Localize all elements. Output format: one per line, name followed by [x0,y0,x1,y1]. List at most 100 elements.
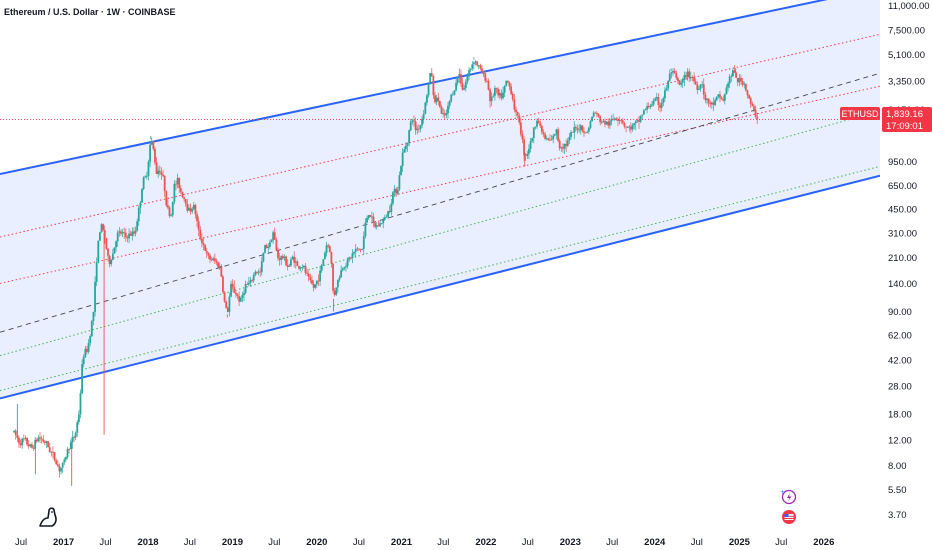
candle [657,93,660,111]
candle [330,251,333,268]
candle [699,84,702,92]
candle-body [40,438,43,440]
candle [58,463,61,478]
price-axis-label: 42.00 [888,356,912,367]
candle-body [620,120,623,121]
candle-body [511,93,514,100]
candle [192,201,195,211]
candle-body [753,106,755,110]
candle-body [646,106,649,110]
candle-body [52,451,54,453]
candle [694,78,697,85]
candle [529,137,532,153]
candle-body [738,77,741,83]
candle [247,276,250,287]
candle-body [31,444,33,448]
candle-body [419,125,422,129]
candle [387,210,389,220]
candle-body [377,225,380,227]
candle-body [472,62,475,65]
candle [477,64,480,70]
candle [196,211,198,228]
candle-body [322,259,325,265]
candle-body [168,207,171,216]
candle [162,169,164,178]
candle-body [562,147,564,149]
candle [704,91,707,104]
candle-body [409,121,412,131]
candle-body [149,144,151,162]
candle [137,205,140,226]
candle-body [21,438,24,446]
candle-body [105,238,108,249]
candle-body [706,98,708,101]
candle-body [641,114,644,116]
candle [571,131,574,133]
candle-body [150,141,153,145]
candle [589,119,592,130]
candle [706,98,708,105]
candle-body [97,240,100,263]
candle-body [647,106,650,108]
candle [134,226,137,237]
candle-body [173,183,176,202]
candle-body [456,76,459,83]
candle-body [414,121,417,131]
candle [366,215,368,223]
candle [537,117,540,124]
candle [144,175,147,179]
price-axis-label: 950.00 [888,157,917,168]
candle-body [626,127,629,128]
price-axis-label: 5,100.00 [888,50,925,61]
candle [275,237,278,251]
candle [230,280,232,298]
candle [225,300,228,309]
tradingview-dino-icon[interactable] [39,507,57,527]
lightning-icon[interactable]: + [780,489,797,505]
time-axis[interactable]: Jul 2017 Jul 2018 Jul 2019 Jul 2020 Jul 2021 Jul 20… [15,537,834,548]
candle [277,247,279,261]
candle-body [612,118,615,120]
candle-body [406,143,409,146]
candle-body [264,245,266,253]
candle [562,143,564,153]
candle-body [490,96,493,102]
candle-body [364,222,367,237]
candle-body [476,61,479,66]
candle [502,86,504,100]
price-axis[interactable]: 11,000.007,500.005,100.003,350.002,150.0… [888,1,930,521]
candle-body [71,437,74,443]
candle-body [319,270,321,282]
candle [77,410,80,425]
us-flag-icon[interactable] [782,510,796,524]
candle [458,68,461,84]
candle-body [325,245,328,253]
candle [400,165,402,176]
candle [638,115,640,129]
time-axis-label: 2019 [222,537,243,548]
candle [52,446,54,459]
candle-body [383,217,386,220]
candle-body [416,128,419,131]
candle-body [605,121,608,125]
time-axis-label: Jul [99,537,111,548]
candle [560,146,563,152]
candle-body [427,83,430,96]
candle [751,101,754,107]
candle [642,109,645,115]
candle-body [685,75,687,78]
candle [401,148,404,172]
candle-body [230,283,232,297]
candle-body [110,259,113,265]
candle [90,319,93,337]
candle [432,74,435,100]
candle-body [249,280,252,283]
price-axis-label: 450.00 [888,205,917,216]
candle [688,68,691,82]
candle-body [215,260,218,263]
candle [268,239,271,250]
candle [141,187,143,203]
price-axis-label: 7,500.00 [888,25,925,36]
candle [715,96,718,102]
